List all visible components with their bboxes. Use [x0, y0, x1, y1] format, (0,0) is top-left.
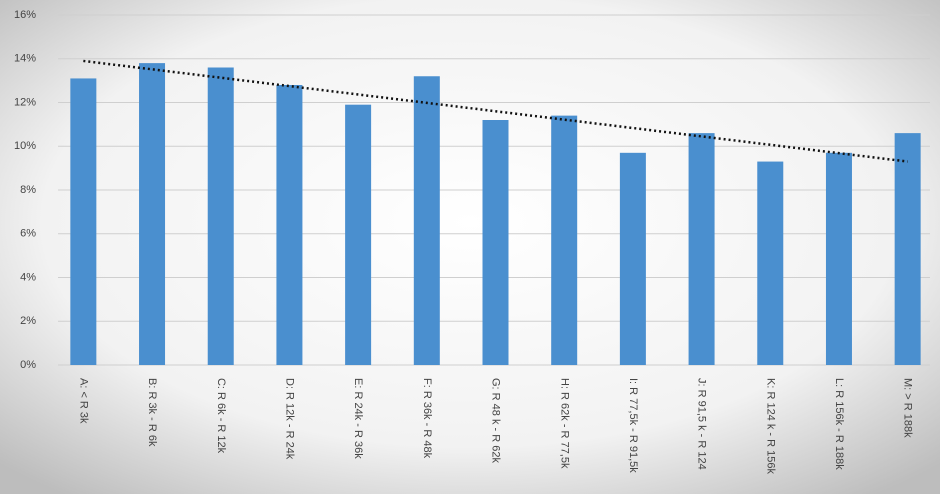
y-tick-label: 2% — [20, 315, 36, 327]
x-tick-label: E: R 24k - R 36k — [352, 378, 364, 459]
bar — [276, 85, 303, 365]
x-tick-label: F: R 36k - R 48k — [421, 378, 433, 459]
bar — [757, 161, 784, 365]
bar — [413, 76, 440, 365]
x-tick-label: J: R 91,5 k - R 124 — [696, 378, 708, 470]
trendline — [83, 59, 908, 163]
x-tick-label: G: R 48 k - R 62k — [490, 378, 502, 463]
bar — [482, 120, 509, 365]
y-tick-label: 10% — [14, 140, 36, 152]
y-tick-label: 16% — [14, 9, 36, 21]
bar — [688, 133, 715, 365]
bar — [551, 115, 578, 365]
x-tick-label: L: R 156k - R 188k — [833, 378, 845, 470]
y-tick-label: 14% — [14, 53, 36, 65]
bar — [619, 152, 646, 365]
bar — [894, 133, 921, 365]
x-tick-label: K: R 124 k - R 156k — [764, 378, 776, 474]
x-tick-label: C: R 6k - R 12k — [215, 378, 227, 454]
y-tick-label: 12% — [14, 96, 36, 108]
x-tick-label: M: > R 188k — [902, 378, 914, 438]
x-tick-label: A: < R 3k — [77, 378, 89, 424]
bar — [70, 78, 97, 365]
y-tick-label: 0% — [20, 359, 36, 371]
y-tick-label: 8% — [20, 184, 36, 196]
x-tick-label: D: R 12k - R 24k — [284, 378, 296, 460]
bar — [345, 104, 372, 365]
x-tick-label: I: R 77,5k - R 91,5k — [627, 378, 639, 473]
bar — [139, 63, 166, 365]
x-tick-label: H: R 62k - R 77,5k — [558, 378, 570, 469]
bar — [825, 152, 852, 365]
bar — [207, 67, 234, 365]
y-tick-label: 4% — [20, 271, 36, 283]
y-tick-label: 6% — [20, 228, 36, 240]
x-tick-label: B: R 3k - R 6k — [146, 378, 158, 447]
